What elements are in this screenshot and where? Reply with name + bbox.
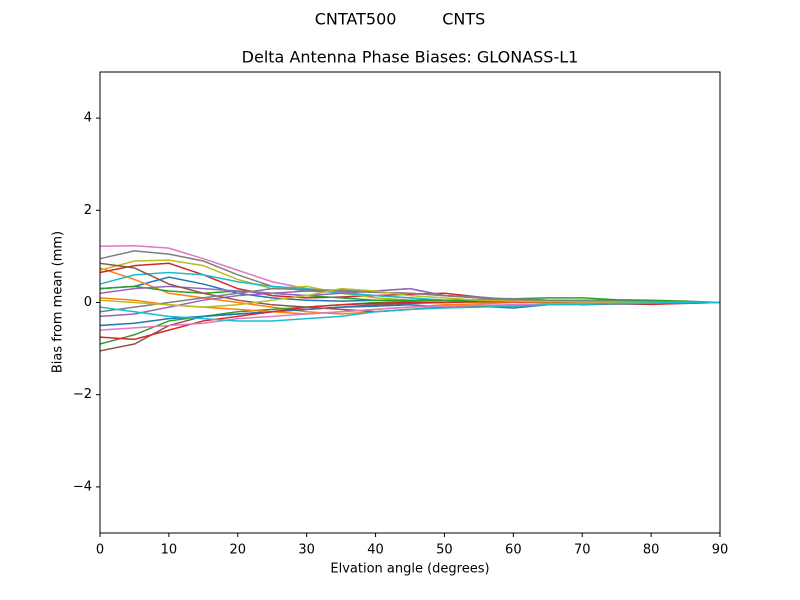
suptitle: CNTAT500 CNTS [315, 10, 486, 29]
x-tick-label: 0 [96, 543, 104, 558]
y-axis-label: Bias from mean (mm) [51, 231, 66, 373]
x-tick-label: 20 [230, 543, 247, 558]
x-tick-label: 50 [436, 543, 453, 558]
series-line [99, 287, 721, 313]
plot-lines [99, 245, 721, 352]
y-tick-label: −2 [73, 387, 92, 402]
y-tick-label: 4 [84, 111, 92, 126]
series-line [99, 301, 720, 322]
x-axis-label: Elvation angle (degrees) [330, 562, 489, 577]
x-tick-label: 10 [161, 543, 178, 558]
series-line [99, 287, 720, 308]
y-tick-label: 2 [84, 203, 92, 218]
x-tick-label: 70 [574, 543, 591, 558]
x-tick-label: 30 [298, 543, 315, 558]
y-tick-label: 0 [84, 295, 92, 310]
y-tick-label: −4 [73, 479, 92, 494]
chart-title: Delta Antenna Phase Biases: GLONASS-L1 [242, 48, 579, 67]
x-tick-label: 40 [367, 543, 384, 558]
x-tick-label: 80 [643, 543, 660, 558]
x-tick-label: 90 [712, 543, 729, 558]
x-tick-label: 60 [505, 543, 522, 558]
